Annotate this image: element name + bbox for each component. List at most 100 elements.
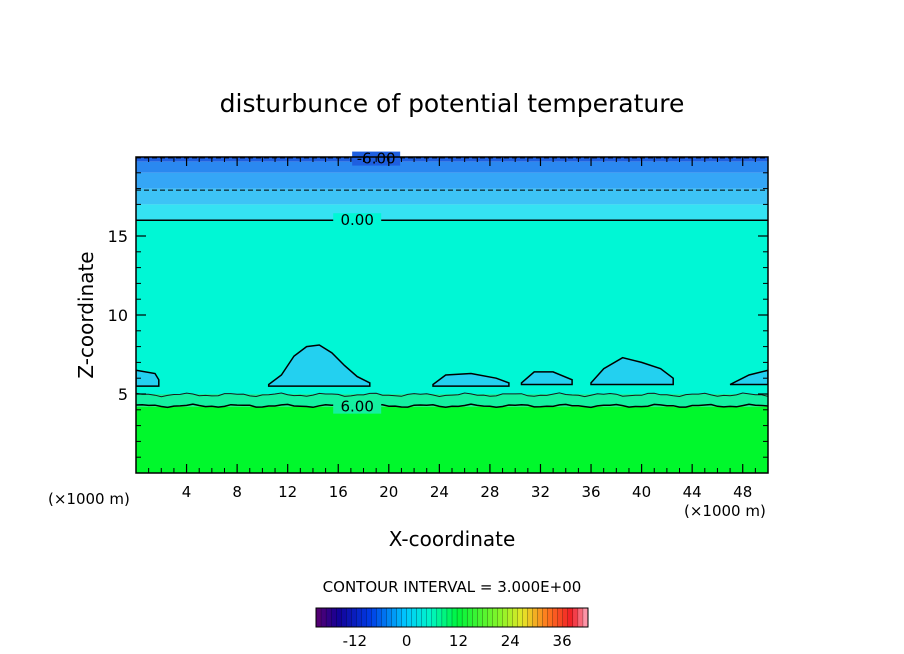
colorbar-cell (351, 607, 357, 628)
x-tick-label: 48 (733, 483, 752, 501)
x-tick-label: 32 (531, 483, 550, 501)
colorbar-cell (482, 607, 488, 628)
contour-label-bg-1 (333, 213, 382, 228)
colorbar-cell (517, 607, 523, 628)
colorbar-cell (356, 607, 362, 628)
colorbar-cell (381, 607, 387, 628)
x-tick-label: 20 (379, 483, 398, 501)
x-tick-label: 40 (632, 483, 651, 501)
colorbar-frame (315, 607, 589, 628)
x-tick-label: 44 (683, 483, 702, 501)
colorbar-cell (537, 607, 544, 628)
contour-line-6 (136, 403, 768, 409)
colorbar-cell (582, 607, 589, 628)
colorbar-cell (315, 607, 322, 628)
contour-interval-label: CONTOUR INTERVAL = 3.000E+00 (323, 578, 582, 596)
band-2 (136, 172, 768, 189)
x-tick-label: 12 (278, 483, 297, 501)
colorbar-cell (376, 607, 382, 628)
band-4 (136, 204, 768, 221)
cool-patch-2 (432, 372, 510, 387)
color-bands (136, 157, 768, 473)
colorbar-cell (567, 607, 574, 628)
colorbar-tick-label: 24 (501, 632, 520, 650)
colorbar-cell (522, 607, 528, 628)
x-tick-label: 16 (329, 483, 348, 501)
colorbar-cell (406, 607, 413, 628)
x-unit-left: (×1000 m) (48, 490, 130, 508)
cool-patches (136, 344, 768, 387)
x-unit-right: (×1000 m) (684, 502, 766, 520)
contour-label-bg-2 (333, 399, 382, 414)
y-tick-label: 10 (108, 306, 128, 325)
cool-patch-1 (136, 369, 160, 387)
colorbar-cell (396, 607, 403, 628)
y-axis-label: Z-coordinate (74, 251, 98, 378)
colorbar-cell (411, 607, 418, 628)
colorbar-cell (446, 607, 453, 628)
band-1 (136, 161, 768, 173)
colorbar-cell (386, 607, 392, 628)
colorbar-cell (361, 607, 367, 628)
colorbar-cell (466, 607, 473, 628)
colorbar-cell (502, 607, 508, 628)
colorbar (315, 607, 589, 628)
colorbar-cell (477, 607, 483, 628)
colorbar-cell (366, 607, 372, 628)
band-3 (136, 188, 768, 205)
colorbar-cell (346, 607, 352, 628)
colorbar-labels: -12 0 12 24 36 (343, 632, 572, 650)
cool-patch-0 (267, 344, 371, 387)
colorbar-cell (451, 607, 458, 628)
colorbar-cell (547, 607, 554, 628)
colorbar-cell (325, 607, 332, 628)
cool-patch-5 (729, 369, 768, 386)
x-tick-label: 8 (232, 483, 242, 501)
colorbar-cell (572, 607, 579, 628)
colorbar-cell (371, 607, 377, 628)
colorbar-cell (320, 607, 327, 628)
colorbar-cell (527, 607, 534, 628)
colorbar-tick-label: -12 (343, 632, 368, 650)
plot-area (136, 157, 768, 473)
colorbar-cell (391, 607, 398, 628)
x-tick-label: 4 (182, 483, 192, 501)
colorbar-cell (557, 607, 564, 628)
colorbar-cell (441, 607, 448, 628)
contour-line-3 (136, 392, 768, 398)
colorbar-cell (497, 607, 503, 628)
colorbar-cell (507, 607, 513, 628)
colorbar-cell (330, 607, 337, 628)
colorbar-tick-label: 0 (402, 632, 412, 650)
colorbar-cell (426, 607, 433, 628)
colorbar-cell (492, 607, 498, 628)
colorbar-cell (431, 607, 438, 628)
contour-label-2: 6.00 (340, 398, 373, 416)
x-axis-label: X-coordinate (389, 527, 516, 551)
colorbar-cell (341, 607, 347, 628)
y-tick-label: 15 (108, 227, 128, 246)
colorbar-cell (562, 607, 569, 628)
colorbar-cell (421, 607, 428, 628)
colorbar-cell (552, 607, 559, 628)
y-tick-label: 5 (118, 385, 128, 404)
band-5 (136, 220, 768, 394)
band-6 (136, 394, 768, 407)
colorbar-cell (577, 607, 584, 628)
cool-patch-3 (520, 371, 573, 386)
colorbar-cell (472, 607, 478, 628)
colorbar-cell (416, 607, 423, 628)
colorbar-cell (456, 607, 463, 628)
colorbar-tick-label: 12 (449, 632, 468, 650)
colorbar-cell (461, 607, 468, 628)
colorbar-cell (336, 607, 342, 628)
colorbar-cell (487, 607, 493, 628)
colorbar-cell (401, 607, 408, 628)
chart-title: disturbunce of potential temperature (220, 89, 685, 118)
colorbar-cell (436, 607, 443, 628)
x-tick-label: 28 (480, 483, 499, 501)
contour-label-1: 0.00 (340, 211, 373, 229)
colorbar-cell (512, 607, 518, 628)
